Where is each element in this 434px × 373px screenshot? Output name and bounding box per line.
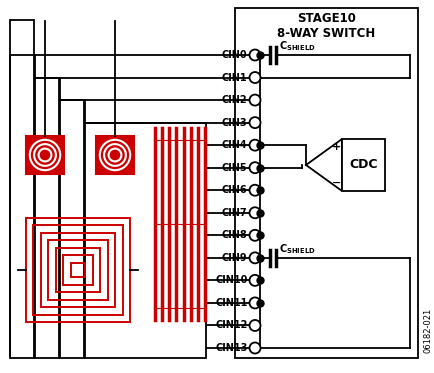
Text: +: + [332, 142, 341, 152]
Circle shape [249, 162, 260, 173]
Circle shape [112, 153, 117, 157]
Circle shape [249, 72, 260, 83]
Polygon shape [26, 136, 64, 174]
Circle shape [249, 117, 260, 128]
Circle shape [249, 95, 260, 106]
Circle shape [43, 153, 47, 157]
Text: $\mathbf{C_{SHIELD}}$: $\mathbf{C_{SHIELD}}$ [279, 242, 316, 256]
Text: CIN8: CIN8 [221, 230, 247, 240]
Polygon shape [234, 8, 417, 358]
Text: STAGE10
8-WAY SWITCH: STAGE10 8-WAY SWITCH [277, 12, 375, 40]
Text: CIN10: CIN10 [215, 275, 247, 285]
Text: CIN4: CIN4 [221, 140, 247, 150]
Text: 06182-021: 06182-021 [423, 307, 431, 352]
Text: CIN13: CIN13 [215, 343, 247, 353]
Text: $\mathbf{C_{SHIELD}}$: $\mathbf{C_{SHIELD}}$ [279, 39, 316, 53]
Circle shape [249, 275, 260, 286]
Text: CIN5: CIN5 [221, 163, 247, 173]
Text: CIN6: CIN6 [221, 185, 247, 195]
Text: CIN11: CIN11 [215, 298, 247, 308]
Text: CIN2: CIN2 [221, 95, 247, 105]
Text: CIN3: CIN3 [221, 117, 247, 128]
Circle shape [249, 50, 260, 60]
Text: −: − [332, 178, 341, 188]
Polygon shape [96, 136, 134, 174]
Text: CIN9: CIN9 [221, 253, 247, 263]
Polygon shape [305, 139, 341, 191]
Circle shape [249, 342, 260, 354]
Circle shape [249, 320, 260, 331]
Text: CIN12: CIN12 [215, 320, 247, 330]
Circle shape [249, 140, 260, 151]
Text: CIN1: CIN1 [221, 72, 247, 82]
Circle shape [249, 253, 260, 263]
Circle shape [249, 297, 260, 308]
Circle shape [249, 230, 260, 241]
Text: CDC: CDC [349, 159, 377, 172]
Circle shape [249, 185, 260, 196]
Circle shape [249, 207, 260, 218]
Text: CIN7: CIN7 [221, 208, 247, 218]
Text: CIN0: CIN0 [221, 50, 247, 60]
Polygon shape [341, 139, 384, 191]
